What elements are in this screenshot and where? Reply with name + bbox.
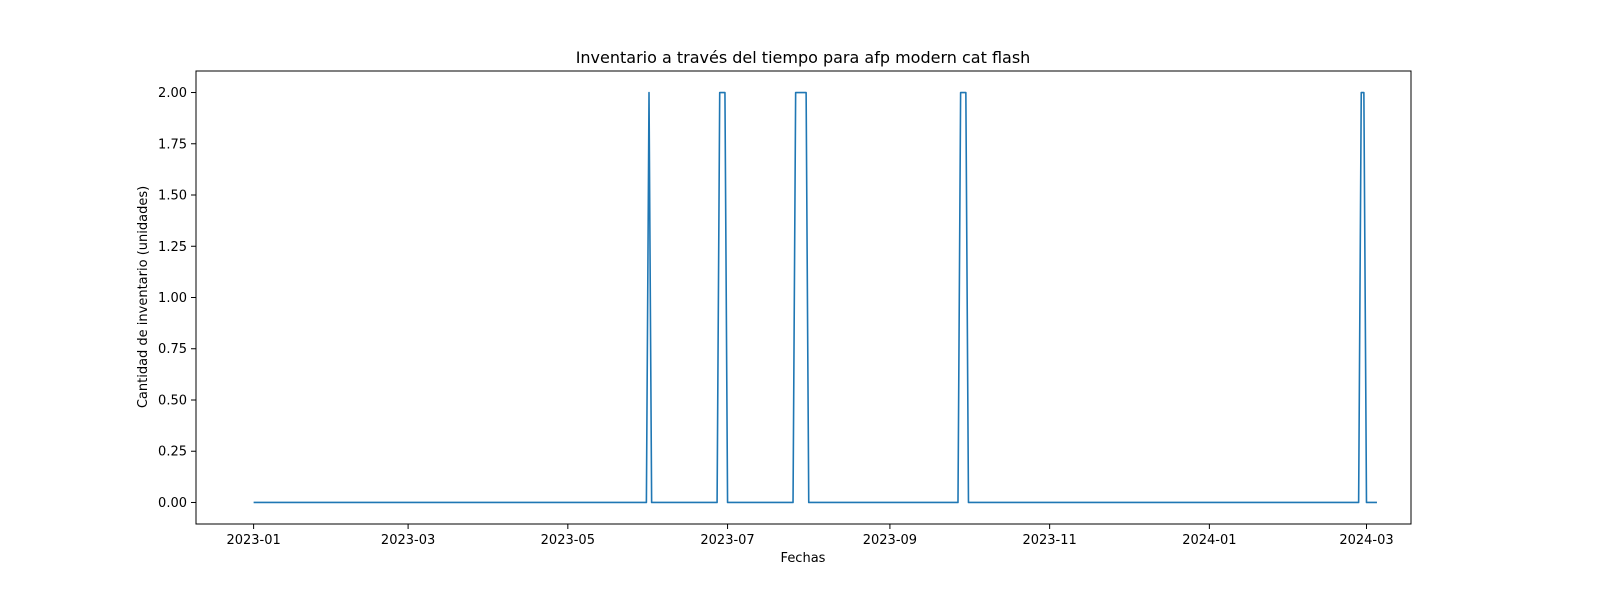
- series-layer: [253, 91, 1377, 504]
- y-tick-label: 2.00: [158, 86, 187, 101]
- x-axis: 2023-01 2023-03 2023-05 2023-07 2023-09 2023-…: [226, 524, 1394, 548]
- y-tick-label: 0.50: [158, 393, 187, 408]
- plot-area: [195, 70, 1412, 525]
- y-axis: 0.00 0.25 0.50 0.75 1.00 1.25 1.50 1.75 2.00: [158, 86, 196, 511]
- y-tick-label: 0.75: [158, 342, 187, 357]
- y-tick-label: 1.00: [158, 291, 187, 306]
- x-tick-label: 2024-03: [1339, 533, 1393, 548]
- x-tick-label: 2023-09: [863, 533, 917, 548]
- x-tick-label: 2024-01: [1182, 533, 1236, 548]
- x-axis-label: Fechas: [781, 551, 826, 566]
- y-tick-label: 1.25: [158, 240, 187, 255]
- x-tick-label: 2023-01: [226, 533, 280, 548]
- y-axis-label: Cantidad de inventario (unidades): [136, 186, 151, 408]
- x-tick-label: 2023-03: [381, 533, 435, 548]
- y-tick-label: 1.75: [158, 137, 187, 152]
- chart-title: Inventario a través del tiempo para afp …: [576, 48, 1031, 67]
- y-tick-label: 0.25: [158, 445, 187, 460]
- y-tick-label: 1.50: [158, 189, 187, 204]
- plot-frame: [195, 70, 1412, 525]
- x-tick-label: 2023-07: [700, 533, 754, 548]
- x-tick-label: 2023-05: [541, 533, 595, 548]
- y-tick-label: 0.00: [158, 496, 187, 511]
- x-tick-label: 2023-11: [1022, 533, 1076, 548]
- series-line-0: [253, 91, 1377, 504]
